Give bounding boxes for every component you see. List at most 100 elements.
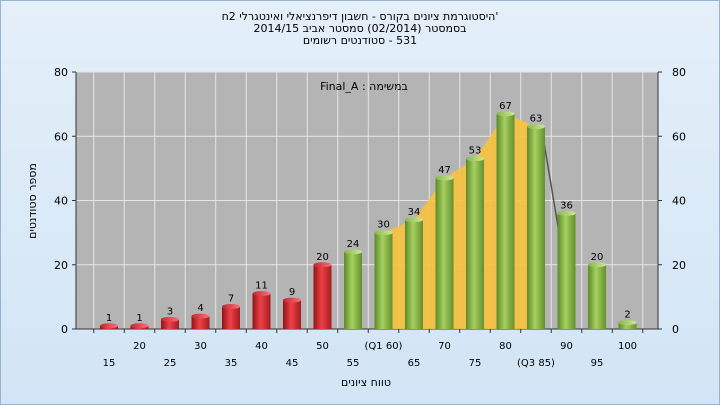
bar-body: [496, 113, 515, 329]
bar-value-label: 36: [560, 200, 573, 211]
bar-30: [191, 313, 210, 329]
bar-body: [191, 316, 210, 329]
bar-cap: [191, 313, 210, 319]
bar-value-label: 11: [255, 281, 268, 292]
x-category-label: 65: [408, 358, 421, 369]
chart-title-line-1: 'היסטוגרמת ציונים בקורס - חשבון דיפרנציא…: [221, 10, 499, 23]
labels-layer: 0 0 20 20 40 40 60 60 80 80 1 15 1 20 3 25 4 30 7 35 11 40 9 45…: [54, 66, 686, 369]
x-category-label: 75: [469, 358, 482, 369]
bar-25: [161, 316, 179, 329]
bar-value-label: 2: [624, 310, 630, 321]
x-category-label: (Q1 60): [365, 341, 403, 352]
x-category-label: 55: [347, 358, 360, 369]
bar-body: [588, 264, 606, 329]
bar-cap: [588, 262, 606, 268]
chart-title-line-3: 531 - סטודנטים רשומים: [302, 34, 418, 47]
bar-body: [222, 306, 240, 329]
bar-value-label: 63: [530, 114, 543, 125]
x-category-label: 80: [499, 341, 512, 352]
x-category-label: 45: [286, 358, 299, 369]
bar-20: [130, 323, 149, 329]
bar-40: [252, 291, 271, 329]
bar-cap: [252, 291, 271, 297]
bar-body: [374, 232, 393, 329]
bar-cap: [527, 124, 545, 130]
bar-50: [313, 262, 332, 329]
bar-value-label: 1: [106, 313, 112, 324]
bar-value-label: 67: [499, 101, 512, 112]
bar-value-label: 47: [438, 165, 451, 176]
x-category-label: 15: [103, 358, 116, 369]
x-category-label: (Q3 85): [517, 358, 555, 369]
bar-value-label: 4: [197, 303, 203, 314]
y-tick-label-right: 0: [672, 323, 679, 336]
bar-body: [557, 213, 576, 329]
bar-cap: [100, 323, 118, 329]
bar-body: [313, 264, 332, 329]
y-tick-label-left: 0: [61, 323, 68, 336]
x-category-label: 95: [591, 358, 604, 369]
bar-15: [100, 323, 118, 329]
y-tick-label-right: 40: [672, 195, 686, 208]
bar-value-label: 20: [591, 252, 604, 263]
bar-cap: [435, 175, 454, 181]
bar-cap: [466, 156, 484, 162]
x-axis-title: טווח ציונים: [341, 376, 391, 389]
bar-value-label: 20: [316, 252, 329, 263]
bar-value-label: 3: [167, 306, 173, 317]
bar-value-label: 1: [136, 313, 142, 324]
bar-cap: [496, 111, 515, 117]
x-category-label: 70: [438, 341, 451, 352]
bar-75: [466, 156, 484, 329]
bar-cap: [222, 304, 240, 310]
bar-value-label: 53: [469, 146, 482, 157]
bar-cap: [405, 217, 423, 223]
bar-(Q3 85): [527, 124, 545, 329]
bar-65: [405, 217, 423, 329]
bar-100: [618, 320, 637, 329]
bar-cap: [557, 210, 576, 216]
x-category-label: 35: [225, 358, 238, 369]
bar-body: [252, 293, 271, 329]
bar-cap: [130, 323, 149, 329]
y-tick-label-left: 20: [54, 259, 68, 272]
bar-body: [527, 126, 545, 329]
x-category-label: 100: [618, 341, 637, 352]
bar-70: [435, 175, 454, 329]
y-tick-label-right: 20: [672, 259, 686, 272]
bar-80: [496, 111, 515, 329]
y-tick-label-left: 40: [54, 195, 68, 208]
x-category-label: 50: [316, 341, 329, 352]
bar-value-label: 30: [377, 220, 390, 231]
bar-cap: [374, 230, 393, 236]
y-axis-title: מספר סטודנטים: [26, 163, 39, 239]
bar-(Q1 60): [374, 230, 393, 329]
bar-55: [344, 249, 362, 329]
x-category-label: 25: [164, 358, 177, 369]
x-category-label: 40: [255, 341, 268, 352]
bar-body: [618, 322, 637, 329]
bar-value-label: 9: [289, 287, 295, 298]
bar-body: [161, 319, 179, 329]
bar-body: [344, 251, 362, 329]
bar-95: [588, 262, 606, 329]
bar-body: [283, 300, 301, 329]
bar-cap: [344, 249, 362, 255]
x-category-label: 20: [133, 341, 146, 352]
x-category-label: 30: [194, 341, 207, 352]
bar-cap: [618, 320, 637, 326]
bar-35: [222, 304, 240, 329]
bar-body: [435, 178, 454, 329]
bar-body: [405, 219, 423, 329]
bars-layer: [100, 111, 637, 329]
bar-value-label: 7: [228, 294, 234, 305]
bar-90: [557, 210, 576, 329]
bar-45: [283, 297, 301, 329]
bar-cap: [283, 297, 301, 303]
bar-value-label: 24: [347, 239, 360, 250]
y-tick-label-right: 80: [672, 66, 686, 79]
y-tick-label-right: 60: [672, 130, 686, 143]
y-tick-label-left: 80: [54, 66, 68, 79]
bar-value-label: 34: [408, 207, 421, 218]
